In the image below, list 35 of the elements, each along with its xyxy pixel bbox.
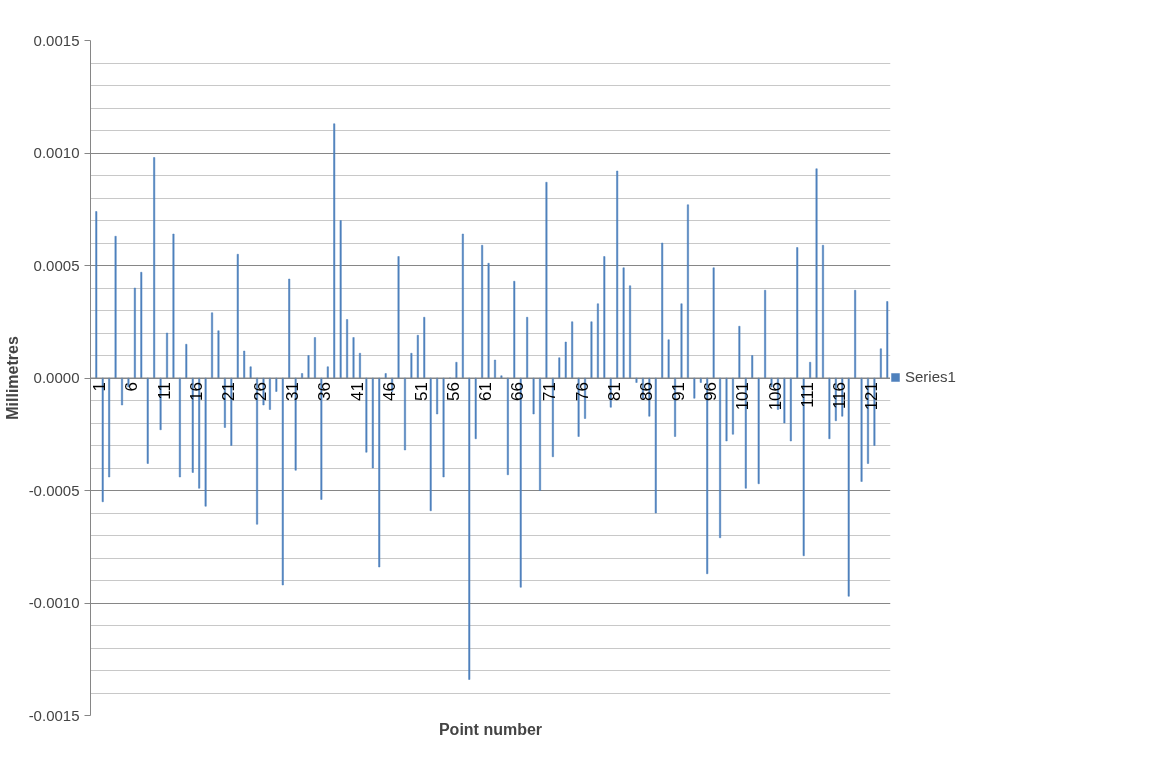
x-tick-label: 26: [251, 381, 271, 401]
y-tick-label: 0.0015: [33, 31, 80, 49]
x-tick-label: 76: [572, 381, 592, 401]
x-tick-label: 51: [411, 381, 431, 401]
x-tick-label: 106: [765, 381, 785, 411]
x-tick-label: 31: [283, 381, 303, 401]
x-tick-label: 81: [604, 381, 624, 401]
x-tick-label: 101: [733, 381, 753, 411]
x-tick-label: 41: [347, 381, 367, 401]
y-tick-label: 0.0010: [33, 144, 80, 161]
x-tick-label: 71: [540, 381, 560, 401]
x-tick-label: 56: [443, 381, 463, 401]
x-tick-label: 66: [508, 381, 528, 401]
x-tick-label: 11: [154, 381, 174, 400]
y-tick-label: -0.0010: [28, 594, 80, 611]
x-tick-label: 16: [186, 381, 206, 401]
y-tick-label: -0.0005: [28, 481, 80, 499]
x-tick-label: 86: [636, 381, 656, 401]
x-tick-label: 96: [701, 381, 721, 401]
y-axis-title: Millimetres: [3, 336, 21, 420]
x-axis-title: Point number: [438, 720, 543, 738]
x-tick-label: 121: [861, 381, 881, 411]
y-tick-label: 0.0000: [33, 369, 80, 386]
x-tick-label: 6: [122, 381, 142, 392]
x-tick-label: 91: [669, 381, 689, 401]
y-tick-label: -0.0015: [28, 706, 80, 724]
legend-label: Series1: [905, 368, 956, 385]
x-tick-label: 21: [218, 381, 238, 401]
x-tick-label: 1: [90, 381, 110, 392]
x-tick-label: 111: [797, 382, 817, 408]
x-tick-label: 46: [379, 381, 399, 401]
y-tick-label: 0.0005: [33, 256, 80, 274]
x-tick-label: 116: [829, 381, 849, 410]
x-tick-label: 61: [476, 381, 496, 401]
x-tick-label: 36: [315, 381, 335, 401]
